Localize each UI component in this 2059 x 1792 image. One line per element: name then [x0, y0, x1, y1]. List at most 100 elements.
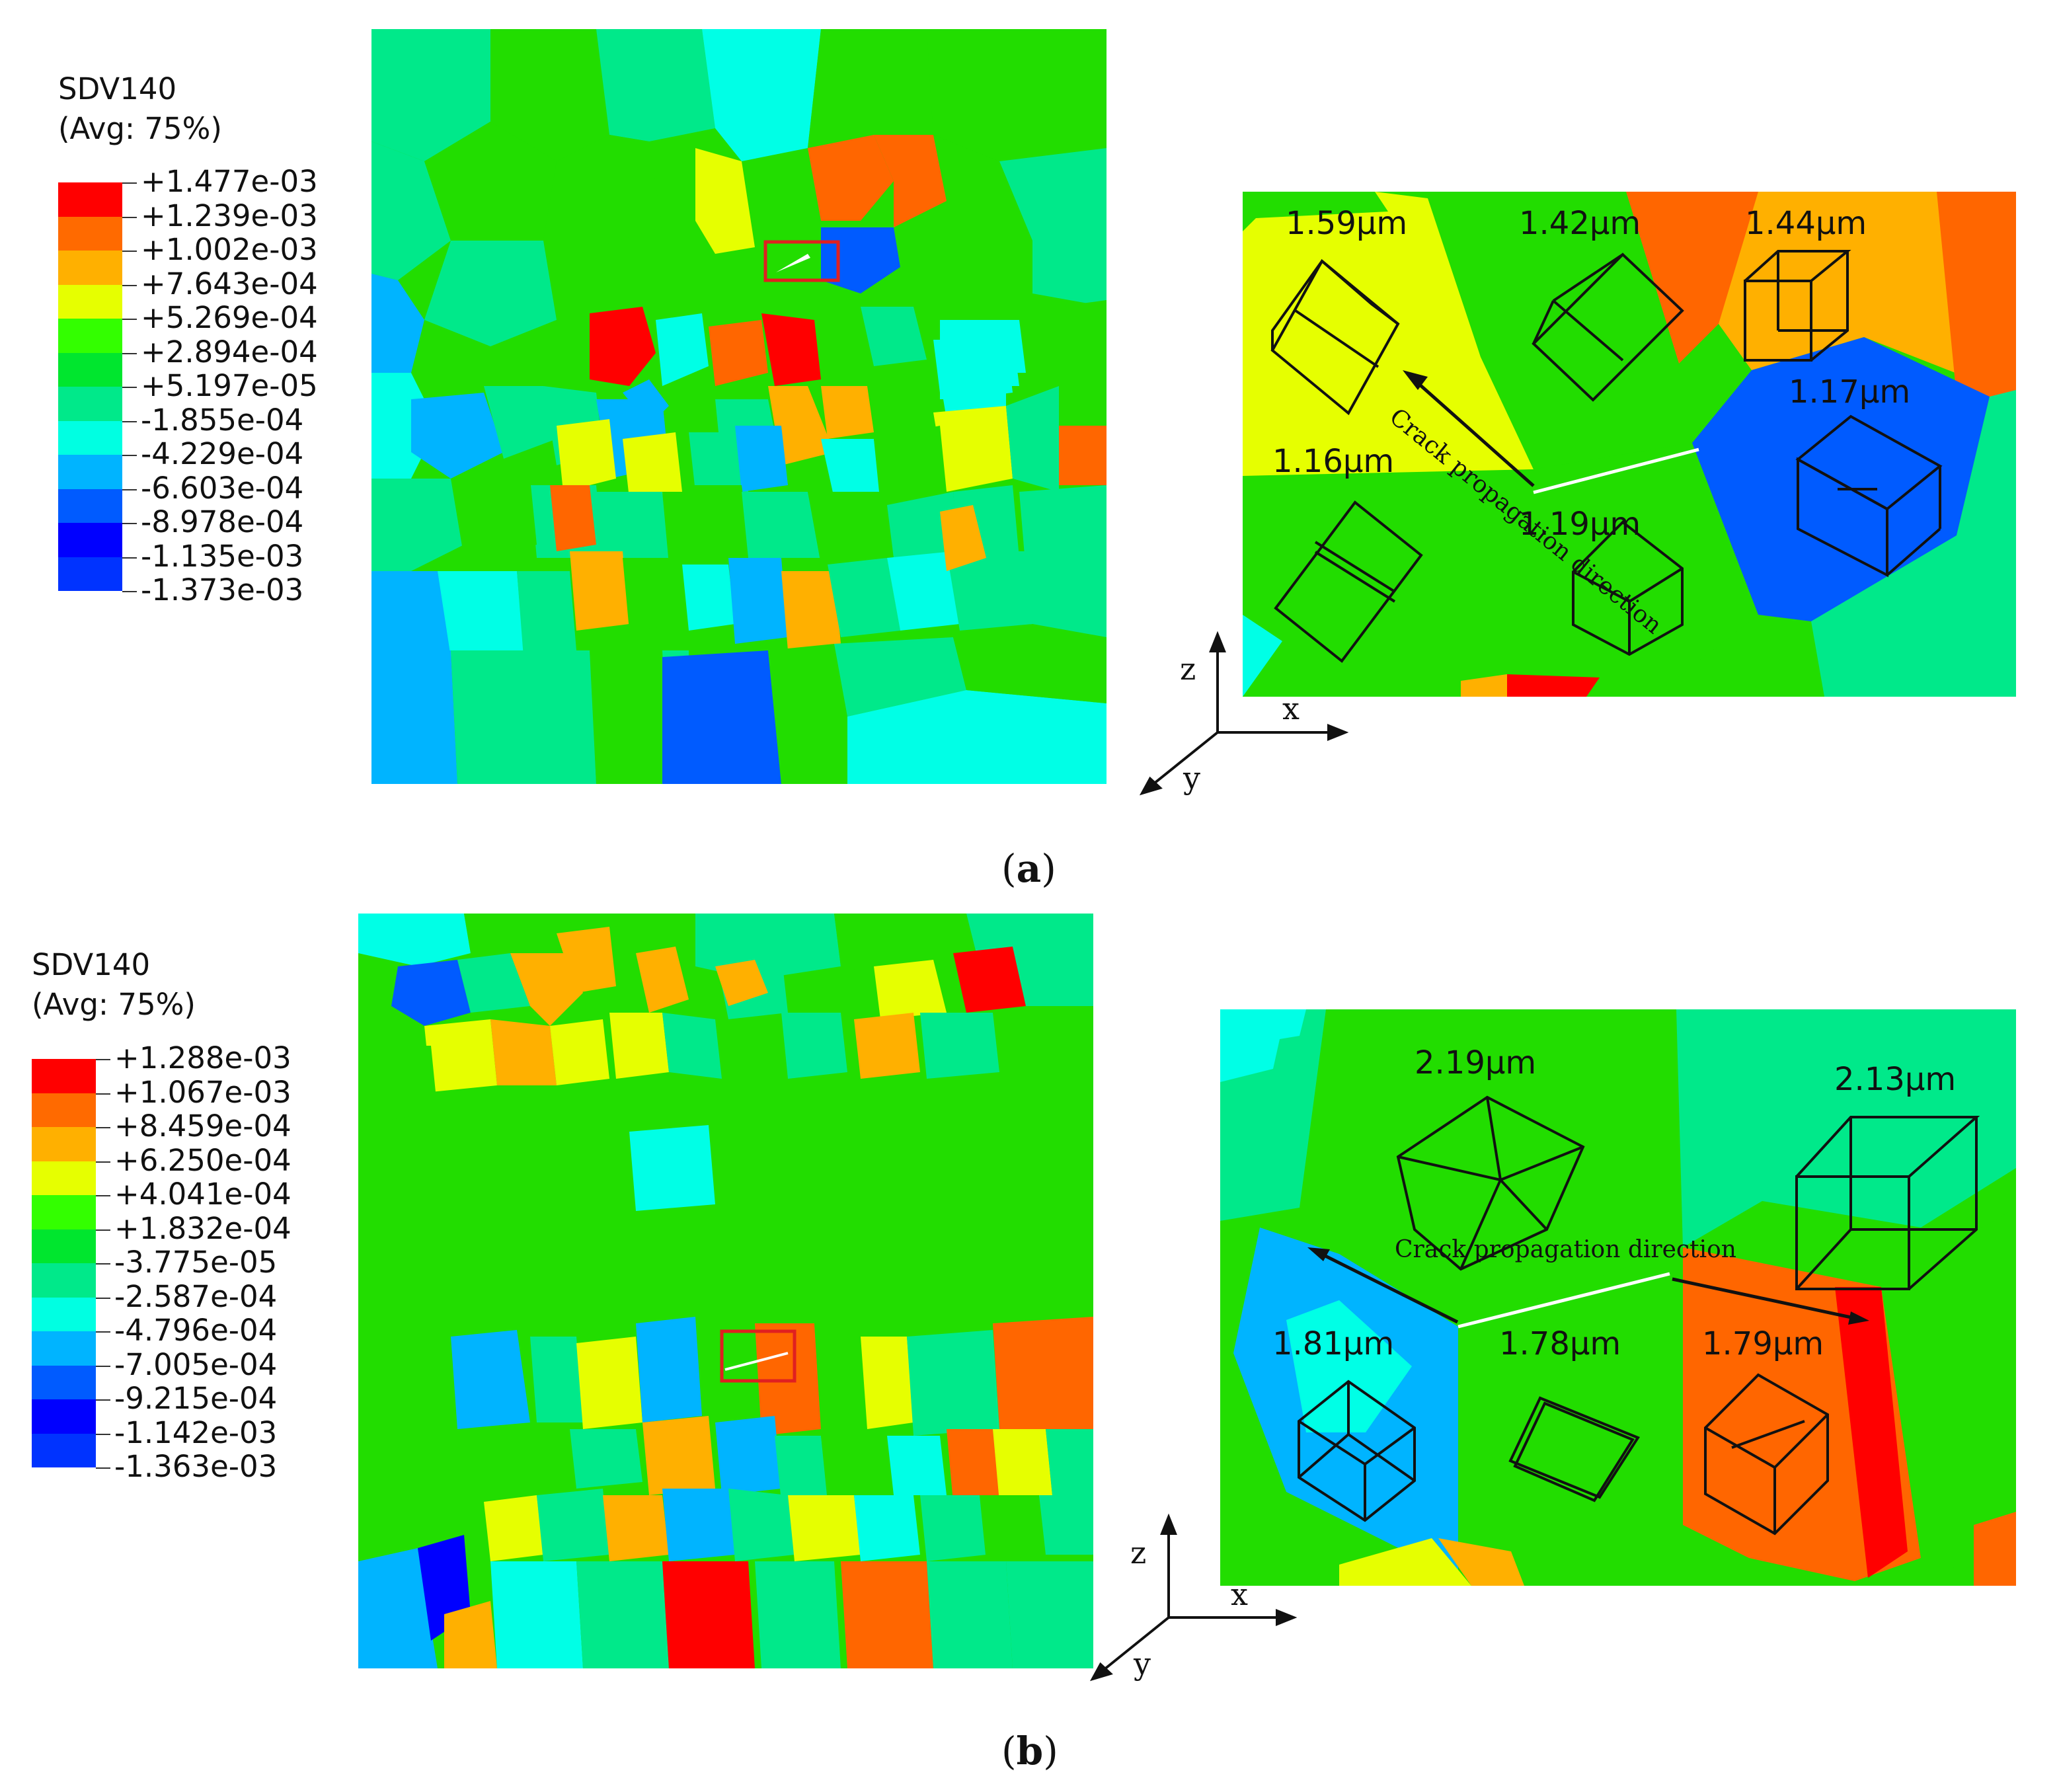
- legend-value: -1.142e-03: [114, 1415, 278, 1450]
- legend-tick-mark: [96, 1263, 110, 1265]
- legend-value: -9.215e-04: [114, 1381, 278, 1416]
- legend-swatch: [32, 1195, 96, 1229]
- legend-swatch: [58, 557, 122, 591]
- legend-tick-mark: [122, 557, 137, 559]
- zoom-b-grain-mint: [1676, 1009, 2016, 1247]
- legend-swatch: [32, 1093, 96, 1127]
- legend-value: +1.002e-03: [141, 232, 318, 267]
- legend-tick-mark: [122, 387, 137, 388]
- legend-value: +7.643e-04: [141, 266, 318, 301]
- legend-swatch: [58, 455, 122, 489]
- zoom-frame-b: [720, 1329, 796, 1383]
- legend-tick-mark: [122, 523, 137, 524]
- crack-a: [776, 254, 810, 272]
- axis-y-label-b: y: [1134, 1646, 1151, 1682]
- crack-direction-label-b: Crack propagation direction: [1395, 1236, 1736, 1263]
- legend-tick-mark: [96, 1161, 110, 1163]
- legend-swatch: [32, 1331, 96, 1366]
- legend-swatch: [32, 1433, 96, 1467]
- crack-b: [724, 1352, 789, 1371]
- grain-size-label: 1.79μm: [1702, 1325, 1824, 1362]
- crack-arrow-a: [1403, 370, 1535, 487]
- grain-size-label: 1.17μm: [1789, 373, 1911, 410]
- legend-swatch: [58, 523, 122, 557]
- legend-swatch: [58, 182, 122, 217]
- grain-size-label: 1.78μm: [1499, 1325, 1621, 1362]
- legend-swatch: [32, 1161, 96, 1195]
- panel-label-b-letter: b: [1016, 1729, 1044, 1773]
- legend-swatch: [58, 387, 122, 421]
- legend-tick-mark: [96, 1229, 110, 1231]
- zoom-panel-b: [1220, 1009, 2016, 1586]
- legend-a-title-line2: (Avg: 75%): [58, 111, 222, 146]
- grain-size-label: 1.42μm: [1519, 205, 1641, 242]
- legend-tick-mark: [122, 455, 137, 456]
- legend-value: -2.587e-04: [114, 1278, 278, 1314]
- panel-label-a-letter: a: [1016, 846, 1042, 891]
- legend-value: +1.288e-03: [114, 1040, 291, 1075]
- legend-tick-mark: [122, 319, 137, 320]
- legend-value: +2.894e-04: [141, 334, 318, 370]
- legend-value: -3.775e-05: [114, 1245, 278, 1280]
- axis-x-label-a: x: [1282, 691, 1300, 726]
- legend-tick-mark: [122, 251, 137, 252]
- cube-wireframes-a: [1270, 250, 1943, 663]
- legend-swatch: [32, 1059, 96, 1093]
- legend-swatch: [32, 1229, 96, 1263]
- legend-tick-mark: [122, 284, 137, 286]
- legend-value: -1.363e-03: [114, 1449, 278, 1484]
- legend-tick-mark: [96, 1399, 110, 1401]
- legend-swatch: [32, 1127, 96, 1161]
- axis-x-label-b: x: [1231, 1577, 1248, 1612]
- grain-mosaic-b: [358, 914, 1093, 1668]
- panel-label-b: (b): [1001, 1729, 1058, 1773]
- legend-value: -1.373e-03: [141, 572, 304, 607]
- grain-size-label: 2.19μm: [1415, 1044, 1537, 1081]
- legend-b-title: SDV140 (Avg: 75%): [32, 945, 196, 1025]
- legend-swatch: [58, 420, 122, 455]
- axis-z-label-b: z: [1130, 1535, 1147, 1571]
- legend-tick-mark: [96, 1297, 110, 1299]
- legend-tick-mark: [96, 1127, 110, 1128]
- grain-size-label: 1.59μm: [1286, 205, 1408, 242]
- legend-tick-mark: [122, 352, 137, 354]
- legend-tick-mark: [96, 1467, 110, 1469]
- legend-swatch: [32, 1263, 96, 1298]
- axis-y-label-a: y: [1183, 760, 1200, 796]
- legend-value: +1.477e-03: [141, 164, 318, 199]
- legend-tick-mark: [96, 1093, 110, 1095]
- legend-swatch: [32, 1399, 96, 1434]
- legend-tick-mark: [96, 1059, 110, 1060]
- legend-a-title-line1: SDV140: [58, 71, 177, 106]
- legend-tick-mark: [122, 216, 137, 218]
- legend-value: -1.135e-03: [141, 538, 304, 574]
- legend-swatch: [32, 1297, 96, 1331]
- legend-b-colorbar: +1.288e-03 +1.067e-03 +8.459e-04 +6.250e-04…: [32, 1040, 336, 1484]
- legend-value: -7.005e-04: [114, 1346, 278, 1382]
- grain-size-label: 2.13μm: [1834, 1061, 1957, 1098]
- legend-value: -8.978e-04: [141, 504, 304, 539]
- legend-value: -1.855e-04: [141, 402, 304, 438]
- legend-value: +1.067e-03: [114, 1074, 291, 1110]
- legend-swatch: [32, 1365, 96, 1399]
- legend-swatch: [58, 352, 122, 387]
- cube-wireframes-b: [1298, 1095, 1980, 1536]
- axis-triad-b: [1089, 1513, 1298, 1682]
- legend-swatch: [58, 319, 122, 353]
- legend-tick-mark: [122, 420, 137, 422]
- legend-swatch: [58, 488, 122, 523]
- crack-arrows-b: [1307, 1247, 1869, 1325]
- legend-value: +1.832e-04: [114, 1210, 291, 1246]
- legend-b-title-line2: (Avg: 75%): [32, 987, 196, 1022]
- legend-tick-mark: [96, 1433, 110, 1435]
- legend-swatch: [58, 251, 122, 285]
- legend-value: -4.796e-04: [114, 1313, 278, 1348]
- legend-value: -4.229e-04: [141, 436, 304, 471]
- grain-mosaic-a: [371, 29, 1107, 784]
- contour-map-a: [371, 29, 1107, 784]
- legend-value: +5.197e-05: [141, 368, 318, 403]
- panel-label-a: (a): [1001, 846, 1056, 891]
- legend-tick-mark: [122, 591, 137, 592]
- axis-triad-a: [1139, 631, 1349, 796]
